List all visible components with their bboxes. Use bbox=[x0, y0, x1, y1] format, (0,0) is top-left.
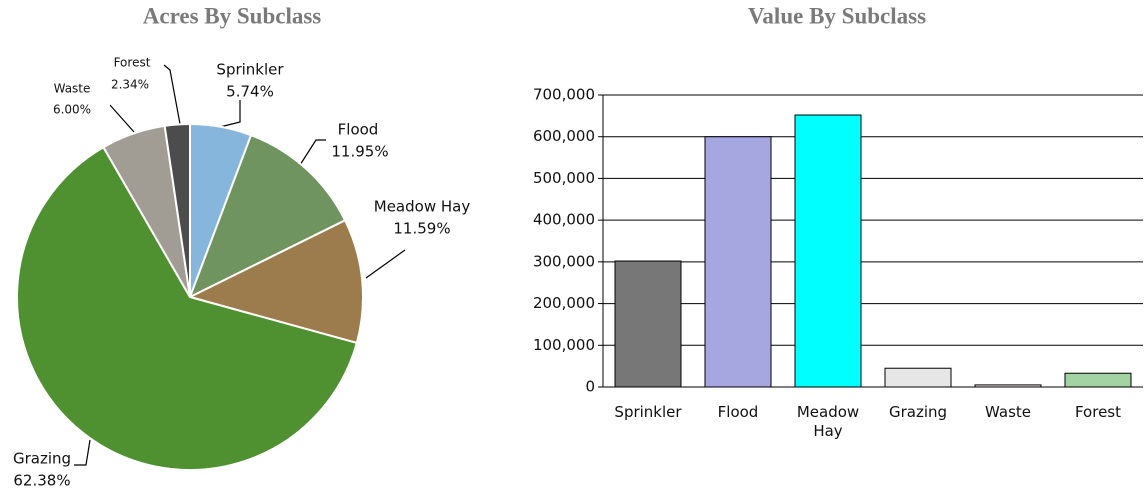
pie-slice bbox=[16, 145, 359, 471]
bar-title: Value By Subclass bbox=[748, 3, 926, 28]
slice-value-label: 11.95% bbox=[331, 143, 388, 161]
y-tick-label: 0 bbox=[585, 378, 595, 396]
leader bbox=[299, 139, 326, 166]
slice-value-label: 5.74% bbox=[226, 83, 274, 101]
leader bbox=[74, 439, 91, 466]
bar bbox=[884, 367, 952, 388]
slice-label: Sprinkler bbox=[216, 61, 284, 79]
pie-title: Acres By Subclass bbox=[143, 3, 322, 28]
y-tick-label: 400,000 bbox=[533, 211, 595, 229]
x-tick-label: Forest bbox=[1074, 403, 1122, 421]
slice-label: Waste bbox=[54, 82, 91, 96]
leader bbox=[109, 104, 135, 133]
slice-label: Forest bbox=[114, 56, 151, 70]
leader bbox=[365, 249, 406, 279]
bar bbox=[704, 136, 772, 388]
x-tick-label: Flood bbox=[717, 403, 759, 421]
leader-lines bbox=[74, 64, 406, 466]
leader bbox=[219, 100, 241, 128]
bar bbox=[614, 260, 682, 388]
x-tick-label: Meadow Hay bbox=[796, 403, 860, 440]
y-tick-label: 600,000 bbox=[533, 127, 595, 145]
pie-slice bbox=[188, 133, 347, 300]
leader bbox=[163, 64, 181, 125]
slice-label: Grazing bbox=[13, 450, 71, 468]
slice-value-label: 6.00% bbox=[53, 103, 91, 117]
y-tick-label: 200,000 bbox=[533, 294, 595, 312]
pie-slice bbox=[187, 218, 364, 345]
y-tick-label: 700,000 bbox=[533, 86, 595, 104]
bar bbox=[794, 114, 862, 388]
x-tick-label: Waste bbox=[985, 403, 1031, 421]
pie-slice bbox=[163, 122, 191, 298]
slice-value-label: 11.59% bbox=[393, 220, 450, 238]
slice-label: Meadow Hay bbox=[374, 198, 471, 216]
slice-value-label: 2.34% bbox=[111, 78, 149, 92]
y-tick-label: 300,000 bbox=[533, 252, 595, 270]
y-tick-label: 500,000 bbox=[533, 169, 595, 187]
y-tick-label: 100,000 bbox=[533, 336, 595, 354]
bar bbox=[974, 384, 1042, 388]
bar bbox=[1064, 372, 1132, 388]
x-tick-label: Grazing bbox=[888, 403, 948, 421]
slice-value-label: 62.38% bbox=[13, 472, 70, 490]
x-tick-label: Sprinkler bbox=[614, 403, 682, 421]
slice-label: Flood bbox=[338, 121, 379, 139]
